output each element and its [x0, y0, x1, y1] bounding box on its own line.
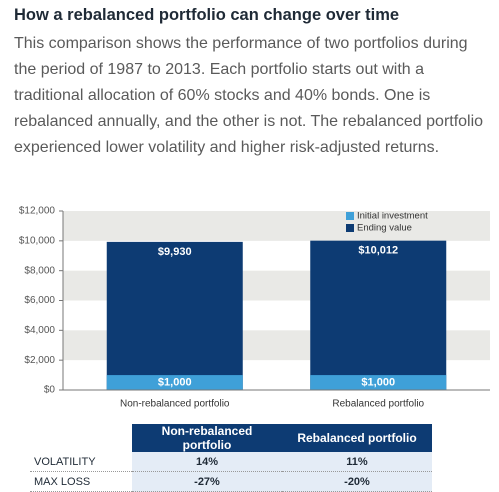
legend-swatch [346, 212, 354, 220]
value-label: $1,000 [158, 376, 192, 388]
table-row: VOLATILITY 14% 11% [30, 452, 432, 472]
bar [106, 241, 243, 390]
legend-swatch [346, 224, 354, 232]
value-label: $10,012 [358, 245, 398, 257]
chart-subtitle: This comparison shows the performance of… [14, 35, 484, 156]
x-tick-label: Non-rebalanced portfolio [120, 399, 230, 410]
cell: 14% [132, 452, 282, 472]
value-label: $9,930 [158, 246, 192, 258]
row-label: VOLATILITY [30, 452, 132, 472]
value-label: $1,000 [361, 376, 395, 388]
y-tick-label: $8,000 [24, 265, 55, 276]
chart: $0 $2,000 $4,000 $6,000 $8,000 $10,000 $12,000… [19, 206, 490, 410]
grid-band [63, 211, 490, 241]
y-tick-label: $6,000 [24, 295, 55, 306]
legend-label: Ending value [357, 223, 412, 234]
row-label: MAX LOSS [30, 471, 132, 492]
y-tick-label: $0 [44, 385, 56, 396]
x-tick-label: Rebalanced portfolio [332, 399, 424, 410]
column-header: Non-rebalanced portfolio [132, 424, 282, 452]
legend-label: Initial investment [357, 211, 428, 222]
cell: 11% [282, 452, 432, 472]
bar [310, 375, 447, 390]
table-row: MAX LOSS -27% -20% [30, 471, 432, 492]
y-tick-label: $12,000 [19, 206, 56, 217]
table-header: Non-rebalanced portfolio Rebalanced port… [30, 424, 432, 452]
y-tick-label: $10,000 [19, 235, 56, 246]
blank-cell [30, 424, 132, 452]
stats-table: Non-rebalanced portfolio Rebalanced port… [30, 424, 432, 492]
column-header: Rebalanced portfolio [282, 424, 432, 452]
chart-title: How a rebalanced portfolio can change ov… [14, 6, 400, 24]
bar [106, 375, 243, 390]
cell: -20% [282, 471, 432, 492]
y-tick-label: $4,000 [24, 325, 55, 336]
y-tick-label: $2,000 [24, 355, 55, 366]
cell: -27% [132, 471, 282, 492]
bar [310, 240, 447, 390]
header: How a rebalanced portfolio can change ov… [14, 6, 484, 161]
